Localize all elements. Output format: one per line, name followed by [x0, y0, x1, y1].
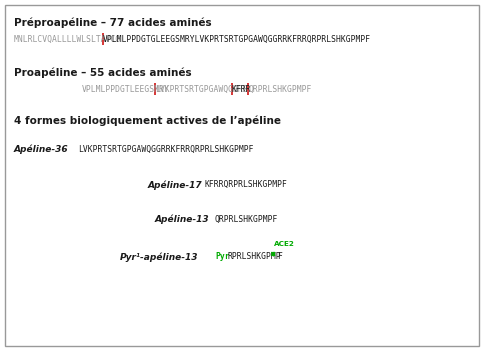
Text: MNLRLCVQALLLLWLSLTAVCG: MNLRLCVQALLLLWLSLTAVCG: [14, 35, 121, 44]
Text: VPLMLPPDGTLEEGSMRY: VPLMLPPDGTLEEGSMRY: [82, 85, 169, 94]
Text: VPLMLPPDGTGLEEGSMRYLVKPRTSRTGPGAWQGGRRKFRRQRPRLSHKGPMPF: VPLMLPPDGTGLEEGSMRYLVKPRTSRTGPGAWQGGRRKF…: [103, 35, 370, 44]
Text: LVKPRTSRTGPGAWQGGRR: LVKPRTSRTGPGAWQGGRR: [154, 85, 247, 94]
Text: ACE2: ACE2: [273, 241, 294, 247]
Text: Proapéline – 55 acides aminés: Proapéline – 55 acides aminés: [14, 68, 191, 78]
Text: RPRLSHKGPMP: RPRLSHKGPMP: [227, 252, 280, 261]
Text: Apéline-17: Apéline-17: [148, 180, 202, 189]
Text: QRPRLSHKGPMPF: QRPRLSHKGPMPF: [247, 85, 311, 94]
FancyBboxPatch shape: [5, 5, 478, 346]
Text: Préproapéline – 77 acides aminés: Préproapéline – 77 acides aminés: [14, 18, 211, 29]
Text: LVKPRTSRTGPGAWQGGRRKFRRQRPRLSHKGPMPF: LVKPRTSRTGPGAWQGGRRKFRRQRPRLSHKGPMPF: [78, 145, 253, 154]
Text: Apéline-13: Apéline-13: [155, 215, 209, 225]
Text: QRPRLSHKGPMPF: QRPRLSHKGPMPF: [214, 215, 278, 224]
Text: 4 formes biologiquement actives de l’apéline: 4 formes biologiquement actives de l’apé…: [14, 115, 280, 126]
Text: Pyr: Pyr: [214, 252, 229, 261]
Text: KFRRQRPRLSHKGPMPF: KFRRQRPRLSHKGPMPF: [205, 180, 287, 189]
Text: Apéline-36: Apéline-36: [14, 145, 68, 155]
Text: F: F: [276, 252, 281, 261]
Text: Pyr¹-apéline-13: Pyr¹-apéline-13: [120, 252, 198, 262]
Text: KFRR: KFRR: [231, 85, 251, 94]
